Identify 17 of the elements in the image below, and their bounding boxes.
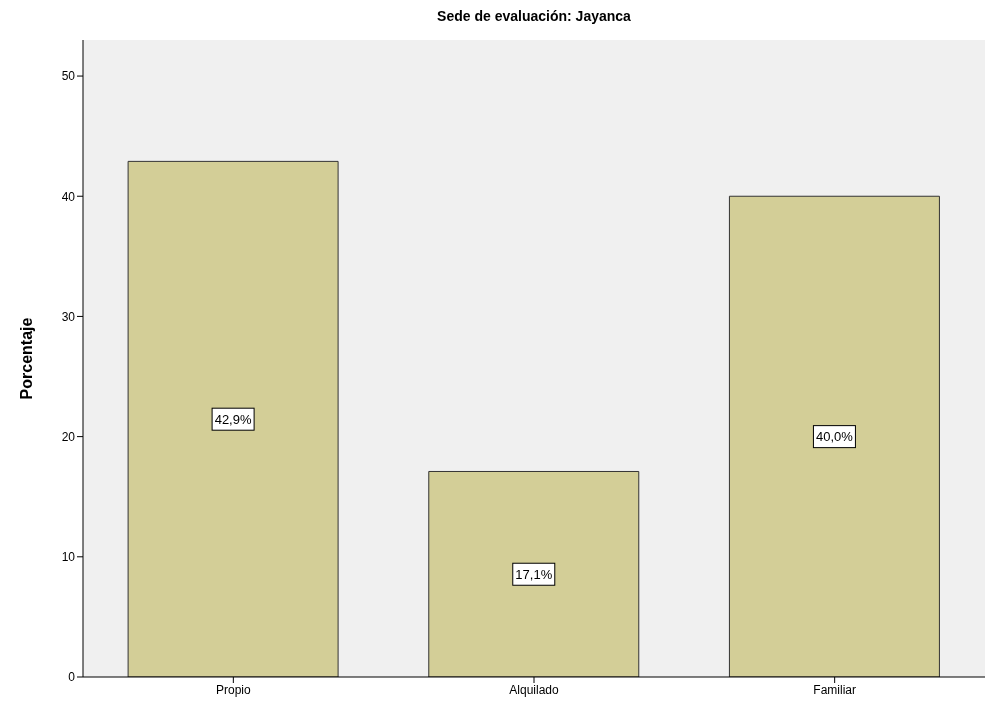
x-tick-label: Familiar xyxy=(813,682,856,697)
chart-title: Sede de evaluación: Jayanca xyxy=(436,8,632,24)
y-tick-label: 30 xyxy=(61,309,76,324)
y-tick-label: 40 xyxy=(61,189,76,204)
bar xyxy=(428,470,640,677)
y-tick-label: 20 xyxy=(61,429,76,444)
bar xyxy=(728,195,940,677)
y-tick-label: 0 xyxy=(68,670,76,685)
y-tick-label: 10 xyxy=(61,550,76,565)
y-axis-title: Porcentaje xyxy=(17,317,35,400)
y-tick-label: 50 xyxy=(61,69,76,84)
bar xyxy=(127,160,339,677)
data-label: 17,1% xyxy=(515,566,553,582)
x-tick-label: Propio xyxy=(215,682,251,697)
data-label: 42,9% xyxy=(214,411,252,427)
data-label: 40,0% xyxy=(816,429,854,445)
x-tick-label: Alquilado xyxy=(509,682,560,697)
